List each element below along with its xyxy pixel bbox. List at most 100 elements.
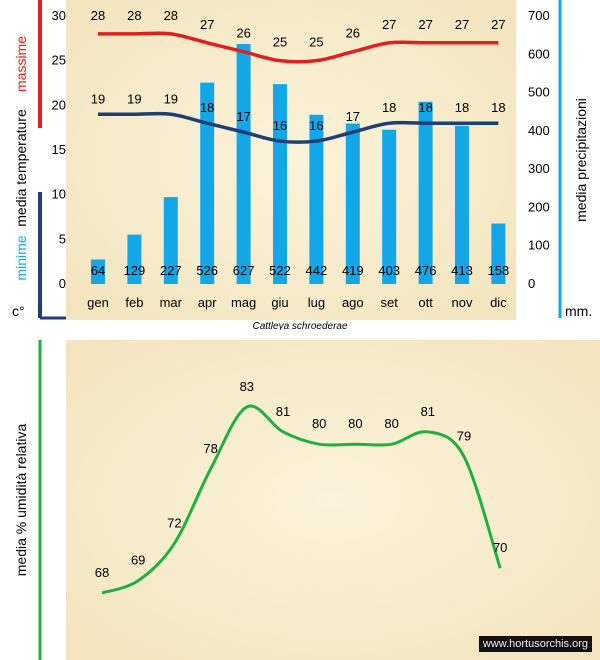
max-data-label: 27	[491, 17, 505, 32]
max-data-label: 28	[91, 8, 105, 23]
x-tick-label: giu	[271, 295, 288, 310]
right-tick-label: 300	[528, 161, 550, 176]
left-tick-label: 5	[59, 231, 66, 246]
precip-bar-ott	[418, 101, 433, 284]
x-tick-label: feb	[125, 295, 143, 310]
precip-bar-apr	[200, 82, 215, 284]
left-tick-label: 30	[52, 8, 66, 23]
min-data-label: 17	[236, 109, 250, 124]
right-unit-label: mm.	[565, 303, 592, 319]
max-data-label: 26	[346, 26, 360, 41]
humidity-data-label: 80	[384, 416, 398, 431]
precip-bar-gen	[91, 259, 105, 284]
humidity-data-label: 78	[203, 441, 217, 456]
precip-data-label: 442	[306, 263, 328, 278]
minime-line	[98, 111, 499, 144]
x-tick-label: gen	[87, 295, 109, 310]
chart-caption: Cattleya schroederae	[252, 321, 347, 330]
precip-data-label: 64	[91, 263, 105, 278]
max-data-label: 28	[164, 8, 178, 23]
min-data-label: 19	[164, 91, 178, 106]
precip-bar-dic	[491, 223, 506, 284]
precip-data-label: 627	[233, 263, 255, 278]
precip-bar-mag	[236, 43, 251, 284]
right-tick-label: 100	[528, 238, 550, 253]
precip-bar-mar	[163, 197, 178, 284]
precip-data-label: 403	[378, 263, 400, 278]
left-tick-label: 25	[52, 53, 66, 68]
precip-data-label: 419	[342, 263, 364, 278]
x-tick-label: ago	[342, 295, 364, 310]
precip-bar-giu	[273, 84, 287, 284]
humidity-plot-fill	[66, 340, 600, 660]
humidity-axis-label: media % umidità relativa	[13, 424, 29, 577]
precip-bar-set	[382, 129, 397, 284]
left-tick-label: 20	[52, 97, 66, 112]
watermark: www.hortusorchis.org	[478, 636, 592, 652]
min-data-label: 18	[382, 100, 396, 115]
x-tick-label: apr	[198, 295, 217, 310]
right-tick-label: 200	[528, 199, 550, 214]
min-data-label: 17	[346, 109, 360, 124]
humidity-data-label: 81	[421, 404, 435, 419]
precip-bar-nov	[455, 125, 469, 284]
humidity-data-label: 72	[167, 515, 181, 530]
right-tick-label: 400	[528, 123, 550, 138]
x-tick-label: mag	[231, 295, 256, 310]
humidity-data-label: 80	[348, 416, 362, 431]
x-tick-label: ott	[418, 295, 433, 310]
x-tick-label: dic	[490, 295, 507, 310]
humidity-data-label: 81	[276, 404, 290, 419]
min-label: minime	[13, 235, 29, 280]
precip-data-label: 129	[124, 263, 146, 278]
x-tick-label: mar	[160, 295, 183, 310]
min-data-label: 16	[273, 118, 287, 133]
left-tick-label: 10	[52, 187, 66, 202]
precip-data-label: 526	[196, 263, 218, 278]
max-data-label: 27	[382, 17, 396, 32]
max-data-label: 28	[127, 8, 141, 23]
right-tick-label: 0	[528, 276, 535, 291]
left-unit-label: c°	[12, 303, 25, 319]
precip-data-label: 476	[415, 263, 437, 278]
x-tick-label: lug	[308, 295, 325, 310]
max-data-label: 27	[200, 17, 214, 32]
precip-data-label: 413	[451, 263, 473, 278]
right-tick-label: 600	[528, 46, 550, 61]
precip-bar-ago	[345, 123, 360, 284]
precip-bar-lug	[309, 114, 324, 284]
right-tick-label: 500	[528, 85, 550, 100]
humidity-data-label: 68	[95, 565, 109, 580]
precip-data-label: 227	[160, 263, 182, 278]
max-data-label: 27	[418, 17, 432, 32]
humidity-data-label: 70	[493, 540, 507, 555]
max-data-label: 26	[236, 26, 250, 41]
left-tick-label: 15	[52, 142, 66, 157]
x-tick-label: nov	[452, 295, 473, 310]
min-data-label: 19	[127, 91, 141, 106]
min-data-label: 16	[309, 118, 323, 133]
max-data-label: 25	[273, 35, 287, 50]
humidity-data-label: 79	[457, 429, 471, 444]
precip-axis-label: media precipitazioni	[573, 98, 589, 222]
min-data-label: 18	[200, 100, 214, 115]
max-label: massime	[13, 36, 29, 92]
x-tick-label: set	[381, 295, 399, 310]
humidity-data-label: 83	[240, 379, 254, 394]
max-data-label: 25	[309, 35, 323, 50]
left-tick-label: 0	[59, 276, 66, 291]
humidity-data-label: 80	[312, 416, 326, 431]
right-tick-label: 700	[528, 8, 550, 23]
min-data-label: 18	[455, 100, 469, 115]
max-data-label: 27	[455, 17, 469, 32]
min-data-label: 18	[418, 100, 432, 115]
temperature-label: media temperature	[13, 109, 29, 227]
precip-bar-feb	[127, 234, 142, 284]
humidity-data-label: 69	[131, 553, 145, 568]
precip-data-label: 158	[488, 263, 510, 278]
humidity-line	[101, 404, 502, 595]
min-data-label: 19	[91, 91, 105, 106]
min-data-label: 18	[491, 100, 505, 115]
climate-chart: massime media temperature minime c° medi…	[12, 0, 592, 330]
